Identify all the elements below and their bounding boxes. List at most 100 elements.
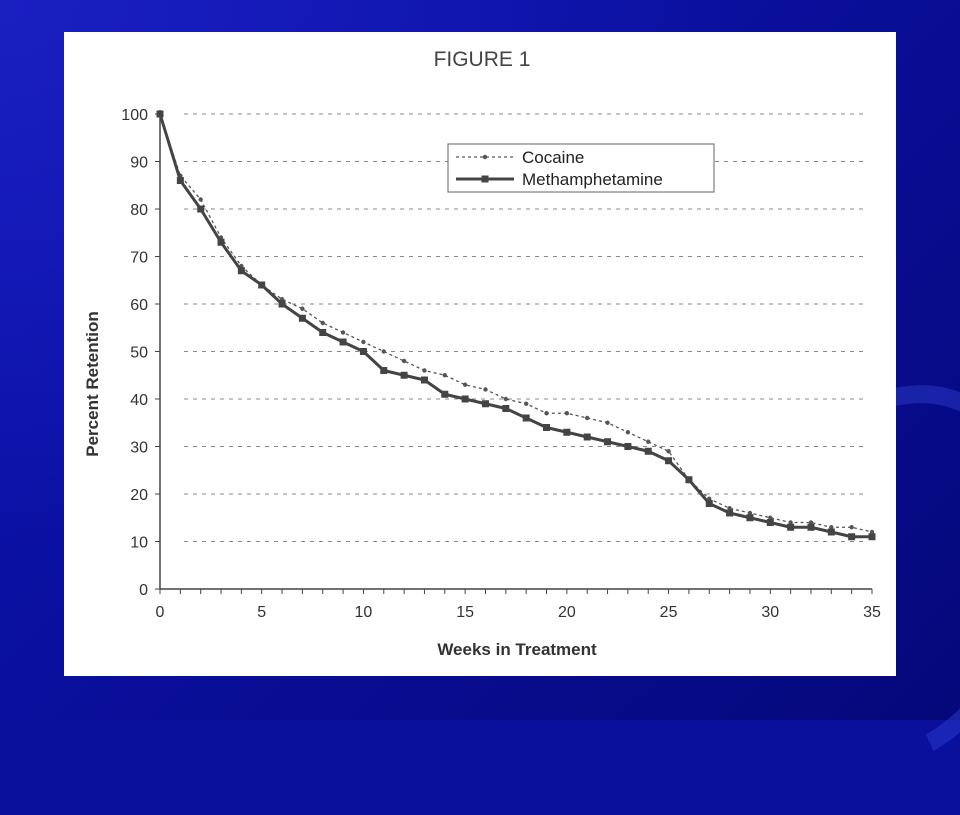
x-tick-labels: 0 5 10 15 20 25 30 35 xyxy=(156,604,881,621)
grid-lines xyxy=(184,113,866,542)
data-point-methamphetamine xyxy=(543,424,551,431)
data-point-methamphetamine xyxy=(319,329,327,336)
data-point-methamphetamine xyxy=(339,338,347,346)
data-point-methamphetamine xyxy=(848,533,856,541)
axes xyxy=(155,110,873,594)
data-point-methamphetamine xyxy=(644,447,652,455)
data-point-methamphetamine xyxy=(217,238,225,246)
y-tick-label: 30 xyxy=(130,440,148,457)
data-point-methamphetamine xyxy=(258,281,266,289)
data-point-methamphetamine xyxy=(156,110,164,118)
data-point-methamphetamine xyxy=(746,514,754,522)
data-point-methamphetamine xyxy=(502,405,510,412)
data-point-cocaine xyxy=(849,525,854,530)
data-point-methamphetamine xyxy=(237,267,245,275)
data-point-cocaine xyxy=(808,520,814,525)
data-point-methamphetamine xyxy=(481,400,489,408)
data-point-cocaine xyxy=(727,506,732,511)
data-point-cocaine xyxy=(198,197,203,202)
data-point-cocaine xyxy=(340,330,346,335)
data-point-methamphetamine xyxy=(380,367,388,374)
y-tick-labels: 0 10 20 30 40 50 60 70 80 90 100 xyxy=(121,107,148,599)
data-point-cocaine xyxy=(869,529,875,535)
data-series xyxy=(156,110,876,541)
data-point-methamphetamine xyxy=(604,438,612,446)
data-point-methamphetamine xyxy=(787,523,795,531)
y-tick-label: 60 xyxy=(130,297,148,314)
data-point-cocaine xyxy=(829,525,834,530)
data-point-cocaine xyxy=(422,368,427,373)
series-methamphetamine xyxy=(156,110,876,541)
data-point-methamphetamine xyxy=(563,428,571,436)
x-tick-label: 35 xyxy=(863,604,881,621)
series-cocaine xyxy=(157,111,875,535)
data-point-methamphetamine xyxy=(868,533,876,541)
data-point-cocaine xyxy=(625,430,631,435)
legend: Cocaine Methamphetamine xyxy=(447,143,715,193)
y-tick-label: 90 xyxy=(130,155,148,172)
x-tick-label: 25 xyxy=(660,604,678,621)
data-point-methamphetamine xyxy=(827,528,835,536)
y-axis-label: Percent Retention xyxy=(83,311,102,456)
legend-marker-cocaine xyxy=(482,154,488,160)
data-point-cocaine xyxy=(279,297,285,302)
data-point-cocaine xyxy=(707,496,712,501)
data-point-methamphetamine xyxy=(522,414,530,422)
data-point-cocaine xyxy=(564,411,570,416)
data-point-methamphetamine xyxy=(766,519,774,526)
y-tick-label: 100 xyxy=(121,107,148,124)
data-point-methamphetamine xyxy=(441,390,449,398)
data-point-cocaine xyxy=(605,420,610,425)
data-point-cocaine xyxy=(300,306,305,311)
data-point-cocaine xyxy=(381,349,386,354)
chart-title: FIGURE 1 xyxy=(434,48,531,71)
data-point-cocaine xyxy=(503,396,509,402)
x-tick-label: 20 xyxy=(558,604,576,621)
x-tick-label: 15 xyxy=(456,604,474,621)
series-line-cocaine xyxy=(159,113,873,533)
data-point-methamphetamine xyxy=(705,500,713,507)
data-point-methamphetamine xyxy=(685,476,693,484)
figure-panel: FIGURE 1 0 10 20 30 40 50 60 70 80 90 100 0 5 10 15 20… xyxy=(64,32,896,676)
data-point-methamphetamine xyxy=(726,509,734,517)
legend-box xyxy=(447,143,715,193)
y-tick-label: 10 xyxy=(130,535,148,552)
data-point-methamphetamine xyxy=(176,177,184,184)
data-point-methamphetamine xyxy=(278,300,286,308)
data-point-methamphetamine xyxy=(400,371,408,379)
legend-label-cocaine: Cocaine xyxy=(522,148,584,167)
y-tick-label: 80 xyxy=(130,202,148,219)
data-point-methamphetamine xyxy=(197,205,205,213)
data-point-cocaine xyxy=(523,401,529,406)
data-point-methamphetamine xyxy=(298,314,306,322)
legend-label-methamphetamine: Methamphetamine xyxy=(522,170,663,189)
data-point-cocaine xyxy=(442,373,447,378)
data-point-cocaine xyxy=(666,449,671,454)
data-point-cocaine xyxy=(768,515,773,520)
data-point-cocaine xyxy=(401,358,407,364)
y-tick-label: 70 xyxy=(130,250,148,267)
data-point-cocaine xyxy=(361,339,366,345)
data-point-methamphetamine xyxy=(583,433,591,441)
data-point-cocaine xyxy=(585,415,590,421)
data-point-methamphetamine xyxy=(461,395,469,403)
x-tick-label: 5 xyxy=(257,604,266,621)
x-tick-label: 10 xyxy=(355,604,373,621)
data-point-cocaine xyxy=(747,510,753,516)
data-point-methamphetamine xyxy=(359,348,367,355)
x-tick-label: 30 xyxy=(761,604,779,621)
y-tick-label: 40 xyxy=(130,392,148,409)
data-point-methamphetamine xyxy=(807,523,815,531)
data-point-cocaine xyxy=(462,382,468,387)
data-point-methamphetamine xyxy=(624,443,632,450)
retention-line-chart: FIGURE 1 0 10 20 30 40 50 60 70 80 90 100 0 5 10 15 20… xyxy=(83,48,881,659)
y-tick-label: 50 xyxy=(130,345,148,362)
data-point-methamphetamine xyxy=(420,376,428,384)
data-point-cocaine xyxy=(544,411,549,416)
x-axis-label: Weeks in Treatment xyxy=(437,640,597,659)
data-point-cocaine xyxy=(646,439,651,444)
x-tick-label: 0 xyxy=(156,604,165,621)
y-tick-label: 0 xyxy=(139,582,148,599)
data-point-cocaine xyxy=(320,320,325,326)
y-tick-label: 20 xyxy=(130,487,148,504)
